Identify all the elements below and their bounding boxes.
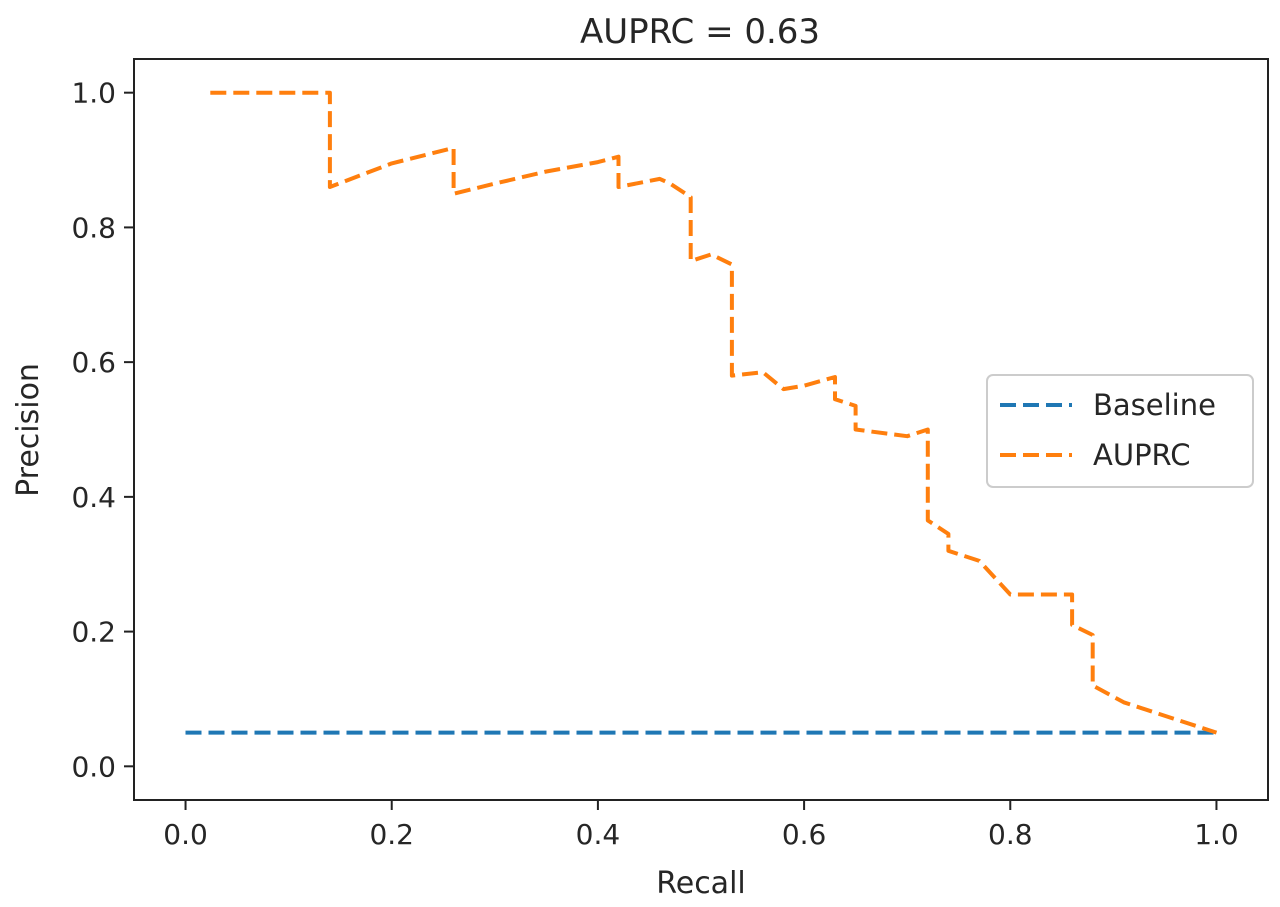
y-tick-label: 0.0 [71, 750, 116, 783]
y-tick-label: 1.0 [71, 77, 116, 110]
y-axis-label: Precision [11, 363, 46, 497]
plot-lines [185, 90, 1218, 735]
x-tick-label: 1.0 [1194, 818, 1239, 851]
x-axis-label: Recall [656, 866, 746, 901]
x-axis-ticks: 0.0 0.2 0.4 0.6 0.8 1.0 [163, 800, 1239, 851]
y-tick-label: 0.8 [71, 211, 116, 244]
plot-frame [133, 58, 1269, 801]
y-tick-label: 0.2 [71, 616, 116, 649]
legend-entries: Baseline AUPRC [1000, 388, 1216, 472]
legend-label-baseline: Baseline [1093, 388, 1216, 422]
x-tick-label: 0.2 [369, 818, 414, 851]
x-tick-label: 0.4 [576, 818, 621, 851]
y-tick-label: 0.4 [71, 481, 116, 514]
y-axis-ticks: 0.0 0.2 0.4 0.6 0.8 1.0 [71, 77, 134, 783]
series-line-auprc [210, 90, 1218, 735]
x-tick-label: 0.0 [163, 818, 208, 851]
x-tick-label: 0.8 [988, 818, 1033, 851]
chart-title: AUPRC = 0.63 [580, 12, 820, 52]
y-tick-label: 0.6 [71, 346, 116, 379]
legend: Baseline AUPRC [986, 374, 1254, 488]
legend-label-auprc: AUPRC [1093, 438, 1191, 472]
x-tick-label: 0.6 [782, 818, 827, 851]
